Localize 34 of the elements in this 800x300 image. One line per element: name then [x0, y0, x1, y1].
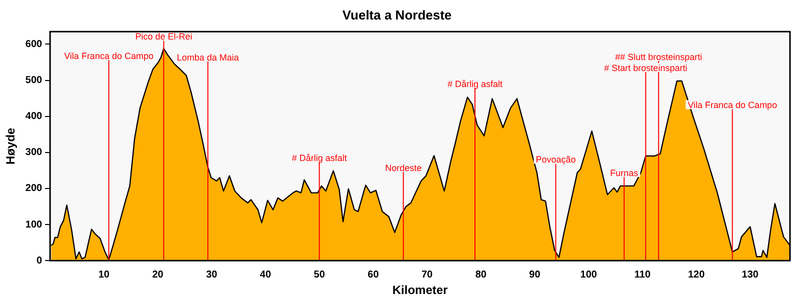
- y-axis-title: Høyde: [4, 127, 18, 164]
- y-tick-label: 400: [25, 111, 43, 122]
- ref-line-label: Nordeste: [385, 162, 422, 173]
- ref-line-label: Lomba da Maia: [176, 52, 239, 63]
- ref-line-label: Pico de El-Rei: [135, 32, 192, 42]
- x-tick-label: 80: [475, 269, 487, 280]
- x-tick-label: 90: [529, 269, 541, 280]
- y-tick-label: 300: [25, 147, 43, 158]
- y-tick-label: 0: [36, 255, 43, 266]
- ref-line-label: # Dårlig asfalt: [292, 152, 348, 163]
- ref-line-label: Vila Franca do Campo: [64, 51, 154, 62]
- x-axis-title: Kilometer: [392, 283, 448, 298]
- x-tick-label: 50: [314, 269, 326, 280]
- ref-line-label: Vila Franca do Campo: [688, 100, 778, 110]
- chart-title: Vuelta a Nordeste: [342, 7, 452, 22]
- x-tick-label: 20: [152, 269, 164, 280]
- ref-line-label: # Start brosteinsparti: [604, 62, 688, 73]
- x-tick-label: 40: [260, 269, 272, 280]
- x-tick-label: 100: [580, 269, 598, 280]
- x-tick-label: 130: [742, 269, 759, 280]
- x-tick-label: 110: [634, 269, 651, 280]
- y-tick-label: 500: [25, 75, 43, 86]
- ref-line-label: ## Slutt brosteinsparti: [615, 52, 702, 62]
- ref-line-label: Povoação: [536, 154, 576, 165]
- x-tick-label: 60: [368, 269, 380, 280]
- x-tick-label: 120: [688, 269, 706, 280]
- x-tick-label: 70: [421, 269, 434, 280]
- y-tick-label: 100: [25, 219, 43, 230]
- y-tick-label: 200: [25, 183, 43, 194]
- x-tick-label: 30: [206, 269, 218, 280]
- ref-line-label: Furnas: [610, 168, 639, 178]
- y-tick-label: 600: [25, 38, 43, 50]
- ref-line-label: # Dårlig asfalt: [447, 79, 503, 90]
- x-tick-label: 10: [98, 269, 110, 280]
